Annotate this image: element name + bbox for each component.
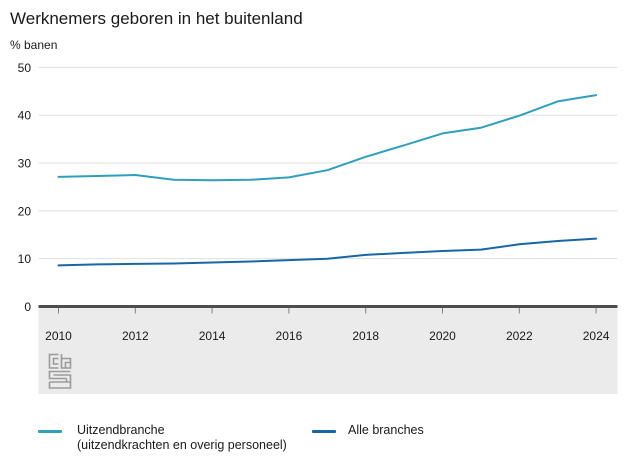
- svg-text:40: 40: [18, 109, 32, 123]
- y-axis-unit-label: % banen: [10, 38, 58, 52]
- legend: Uitzendbranche (uitzendkrachten en overi…: [0, 423, 627, 463]
- legend-label-alle-branches: Alle branches: [348, 423, 424, 437]
- svg-text:30: 30: [18, 157, 32, 171]
- legend-swatch-alle-branches: [312, 430, 336, 433]
- svg-text:50: 50: [18, 61, 32, 75]
- x-axis-ticks: [58, 308, 597, 314]
- svg-text:20: 20: [18, 204, 32, 218]
- svg-text:2014: 2014: [199, 329, 226, 343]
- cbs-logo-icon: [48, 353, 72, 389]
- svg-text:2010: 2010: [45, 329, 72, 343]
- svg-text:2018: 2018: [352, 329, 379, 343]
- svg-text:2020: 2020: [429, 329, 456, 343]
- page-title: Werknemers geboren in het buitenland: [10, 9, 303, 28]
- data-series-lines: [57, 94, 598, 267]
- svg-text:2022: 2022: [506, 329, 533, 343]
- line-chart: 0 10 20 30 40 50 2010 2012 2014 2016 2018 2020 2022…: [18, 61, 618, 394]
- legend-label-uitzendbranche: Uitzendbranche: [77, 423, 165, 437]
- svg-text:2024: 2024: [583, 329, 610, 343]
- svg-text:2016: 2016: [276, 329, 303, 343]
- x-axis-tick-labels: 2010 2012 2014 2016 2018 2020 2022 2024: [45, 329, 610, 343]
- svg-text:2012: 2012: [122, 329, 149, 343]
- legend-sublabel-uitzendbranche: (uitzendkrachten en overig personeel): [77, 438, 287, 452]
- svg-text:0: 0: [24, 300, 31, 314]
- svg-text:10: 10: [18, 252, 32, 266]
- x-axis-band: [38, 307, 618, 394]
- y-axis-tick-labels: 0 10 20 30 40 50: [18, 61, 32, 314]
- legend-swatch-uitzendbranche: [38, 430, 62, 433]
- gridlines: [38, 66, 618, 260]
